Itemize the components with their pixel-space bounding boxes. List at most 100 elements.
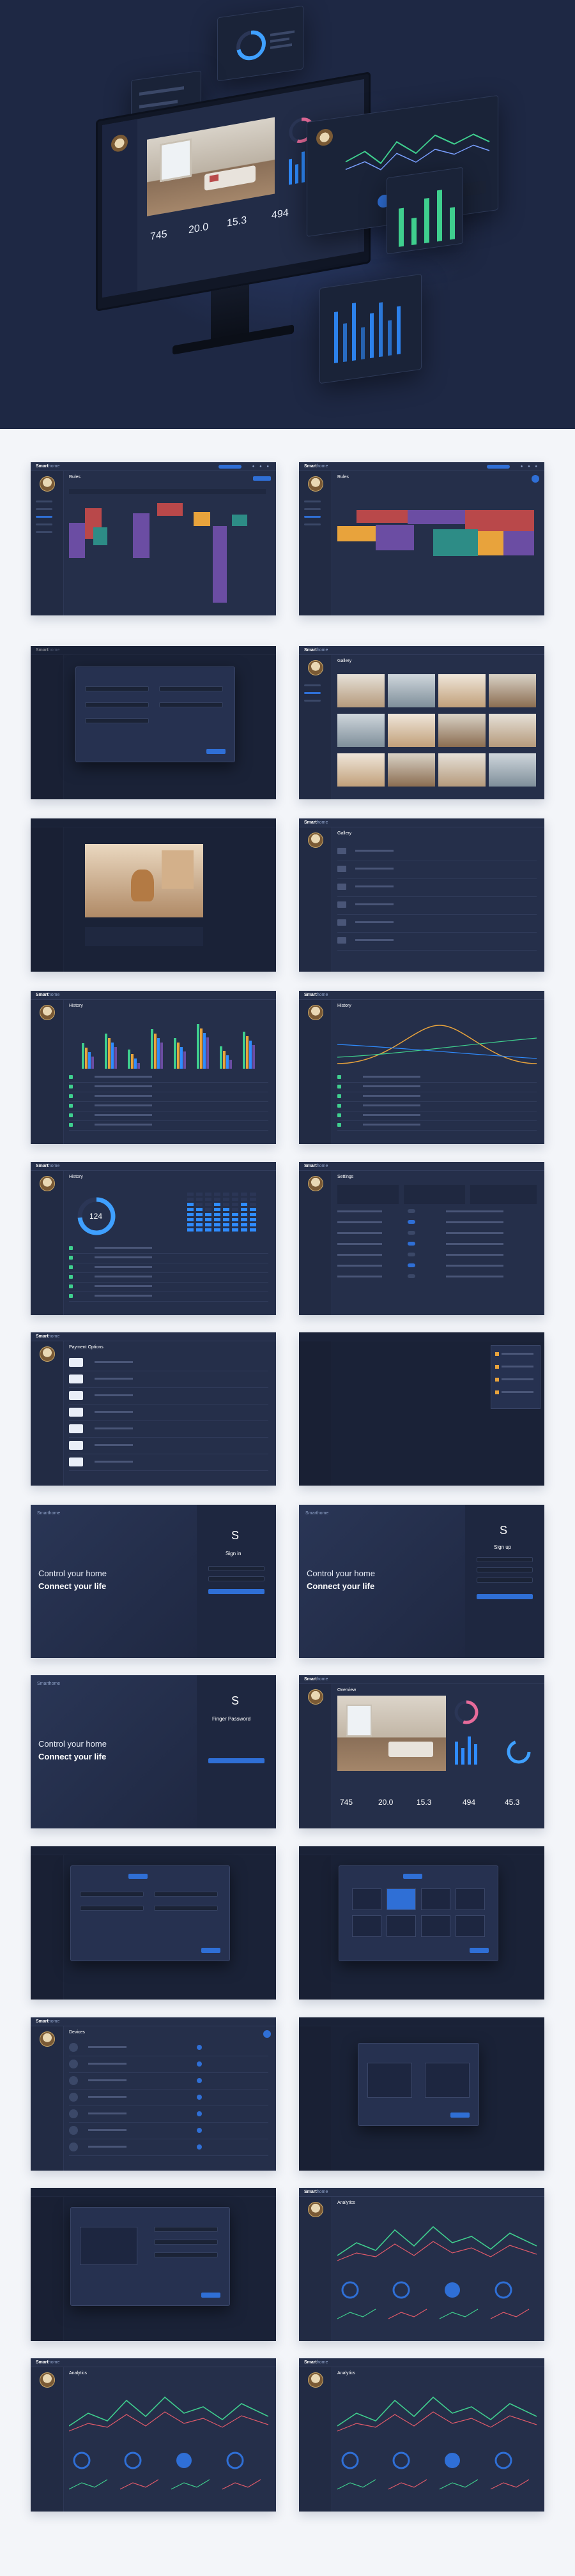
screen-gallery-folders: Smarthome Gallery bbox=[299, 818, 544, 972]
field-c[interactable] bbox=[154, 2252, 218, 2257]
toggle[interactable] bbox=[408, 1253, 415, 1256]
screen-rules-2: Smarthome ● ● ● Rules bbox=[299, 462, 544, 615]
screen-overview: Smarthome Overview 745 20.0 15.3 494 45.… bbox=[299, 1675, 544, 1828]
toggle[interactable] bbox=[408, 1242, 415, 1246]
add-device-button[interactable] bbox=[263, 2030, 271, 2038]
brand-bold: Smart bbox=[36, 993, 49, 997]
history-bar bbox=[137, 1063, 140, 1069]
layout-option[interactable] bbox=[456, 1915, 485, 1937]
row-divider bbox=[69, 1082, 268, 1083]
history-entry bbox=[95, 1266, 152, 1268]
field-d[interactable] bbox=[154, 1906, 218, 1911]
add-button[interactable] bbox=[450, 2113, 470, 2118]
toggle[interactable] bbox=[408, 1209, 415, 1213]
device-name bbox=[88, 2113, 126, 2114]
readout-3: 15.3 bbox=[417, 1798, 432, 1807]
settings-label bbox=[446, 1232, 503, 1234]
header-action-button[interactable] bbox=[218, 465, 241, 469]
name-field[interactable] bbox=[477, 1557, 533, 1562]
field-a[interactable] bbox=[80, 1892, 144, 1897]
toggle[interactable] bbox=[408, 1274, 415, 1278]
toggle[interactable] bbox=[408, 1263, 415, 1267]
password-field[interactable] bbox=[208, 1576, 264, 1581]
toggle[interactable] bbox=[408, 1220, 415, 1224]
card-icon bbox=[69, 1441, 83, 1450]
layout-option[interactable] bbox=[387, 1915, 416, 1937]
tab-active[interactable] bbox=[128, 1874, 148, 1879]
rule-name-field[interactable] bbox=[85, 686, 149, 691]
stacked-segment bbox=[196, 1198, 203, 1201]
layout-option[interactable] bbox=[352, 1915, 381, 1937]
page-title: Gallery bbox=[337, 831, 352, 836]
layout-option[interactable] bbox=[421, 1888, 450, 1910]
device-option-2[interactable] bbox=[425, 2063, 470, 2098]
save-button[interactable] bbox=[201, 1948, 220, 1953]
layout-option[interactable] bbox=[352, 1888, 381, 1910]
folder-name bbox=[355, 939, 394, 941]
stacked-segment bbox=[241, 1218, 247, 1221]
stacked-segment bbox=[196, 1218, 203, 1221]
field-a[interactable] bbox=[154, 2227, 218, 2232]
status-icon bbox=[69, 1246, 73, 1250]
add-rule-button[interactable] bbox=[532, 475, 539, 483]
save-rule-button[interactable] bbox=[206, 749, 226, 754]
stacked-segment bbox=[187, 1213, 194, 1216]
save-button[interactable] bbox=[201, 2293, 220, 2298]
tab-active[interactable] bbox=[403, 1874, 422, 1879]
apply-button[interactable] bbox=[470, 1948, 489, 1953]
stacked-segment bbox=[223, 1223, 229, 1226]
toggle[interactable] bbox=[408, 1231, 415, 1235]
layout-option[interactable] bbox=[421, 1915, 450, 1937]
device-icon bbox=[69, 2143, 78, 2151]
header-icons: ● ● ● bbox=[520, 465, 539, 469]
history-bar bbox=[174, 1038, 176, 1069]
device-option-1[interactable] bbox=[367, 2063, 412, 2098]
row-divider bbox=[69, 1301, 268, 1302]
ring-value: 124 bbox=[89, 1212, 103, 1221]
email-field[interactable] bbox=[477, 1567, 533, 1572]
history-bar bbox=[249, 1041, 252, 1069]
photo-preview[interactable] bbox=[85, 844, 203, 917]
settings-label bbox=[337, 1243, 382, 1245]
rule-device-field[interactable] bbox=[159, 686, 223, 691]
page-title: Analytics bbox=[69, 2371, 88, 2376]
rule-end-field[interactable] bbox=[159, 702, 223, 707]
layout-option[interactable] bbox=[387, 1888, 416, 1910]
headline-1: Control your home bbox=[38, 1569, 107, 1578]
stacked-segment bbox=[232, 1198, 238, 1201]
brand-light: home bbox=[316, 2190, 328, 2194]
field-b[interactable] bbox=[154, 1892, 218, 1897]
avatar bbox=[40, 2031, 55, 2047]
password-field[interactable] bbox=[477, 1578, 533, 1583]
status-dot bbox=[197, 2061, 202, 2067]
add-rule-button[interactable] bbox=[253, 476, 271, 481]
screen-sign-up: Smarthome Control your home Connect your… bbox=[299, 1505, 544, 1658]
device-table bbox=[69, 2043, 268, 2164]
brand-bold: Smart bbox=[37, 1682, 49, 1686]
sign-up-button[interactable] bbox=[477, 1594, 533, 1599]
stacked-segment bbox=[241, 1193, 247, 1196]
stacked-segment bbox=[250, 1213, 256, 1216]
brand-bold: Smart bbox=[36, 1164, 49, 1168]
brand-light: home bbox=[48, 2360, 60, 2365]
card-icon bbox=[69, 1358, 83, 1367]
header-action-button[interactable] bbox=[487, 465, 510, 469]
history-entry bbox=[95, 1085, 152, 1087]
layout-option[interactable] bbox=[456, 1888, 485, 1910]
screen-analytics-3: Smarthome Analytics bbox=[299, 2358, 544, 2512]
rule-start-field[interactable] bbox=[85, 702, 149, 707]
readout-1: 745 bbox=[150, 229, 167, 243]
finger-continue-button[interactable] bbox=[208, 1758, 264, 1763]
rule-repeat-field[interactable] bbox=[85, 718, 149, 723]
photo-thumbnail bbox=[337, 674, 385, 707]
settings-label bbox=[446, 1265, 503, 1267]
field-c[interactable] bbox=[80, 1906, 144, 1911]
email-field[interactable] bbox=[208, 1566, 264, 1571]
screen-new-rule-modal: Smarthome bbox=[31, 646, 276, 799]
history-line-chart bbox=[337, 1025, 537, 1064]
screen-notifications bbox=[299, 1332, 544, 1486]
field-b[interactable] bbox=[154, 2240, 218, 2245]
status-dot bbox=[197, 2111, 202, 2116]
sign-in-button[interactable] bbox=[208, 1589, 264, 1594]
stacked-segment bbox=[214, 1228, 220, 1232]
